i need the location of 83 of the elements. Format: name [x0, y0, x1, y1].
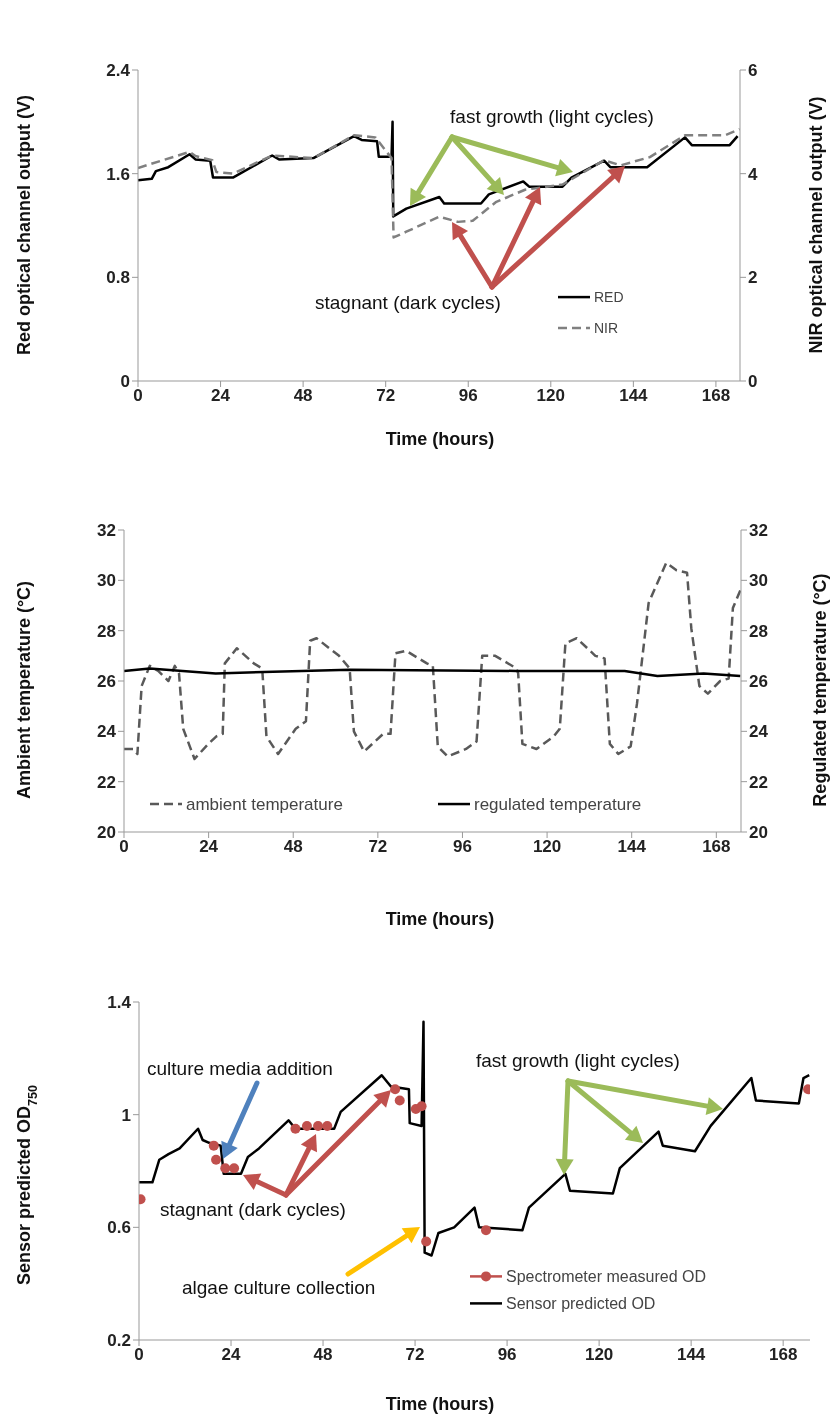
x-tick-label: 72 — [405, 1345, 425, 1365]
legend-label: ambient temperature — [186, 795, 343, 814]
y2-tick-label: 6 — [748, 61, 758, 81]
x-axis-title: Time (hours) — [385, 429, 495, 449]
y-tick-label: 32 — [97, 521, 116, 541]
y2-axis-title: Regulated temperature (°C) — [810, 573, 830, 807]
legend-label: regulated temperature — [474, 795, 642, 814]
y-tick-label: 30 — [97, 571, 116, 591]
y2-tick-label: 32 — [749, 521, 768, 541]
x-tick-label: 120 — [584, 1345, 614, 1365]
y-tick-label: 0.2 — [107, 1331, 131, 1351]
y2-tick-label: 30 — [749, 571, 768, 591]
x-tick-label: 48 — [293, 386, 313, 406]
x-tick-label: 24 — [211, 386, 231, 406]
x-tick-label: 48 — [313, 1345, 333, 1365]
annotation: culture media addition — [147, 1058, 333, 1079]
x-tick-label: 72 — [376, 386, 396, 406]
legend-label: NIR — [594, 320, 619, 336]
point — [421, 1236, 432, 1247]
line-series — [124, 561, 741, 761]
point — [390, 1084, 401, 1095]
y-tick-label: 28 — [97, 621, 116, 641]
line-series — [139, 1020, 810, 1257]
x-tick-label: 144 — [617, 837, 647, 857]
y2-tick-label: 26 — [749, 672, 768, 692]
y2-tick-label: 20 — [749, 823, 768, 843]
x-tick-label: 120 — [536, 386, 565, 406]
y2-axis-title: NIR optical channel output (V) — [806, 96, 826, 354]
y-tick-label: 2.4 — [106, 61, 131, 81]
y2-tick-label: 22 — [749, 772, 768, 792]
point — [220, 1163, 231, 1174]
y-tick-label: 0.6 — [107, 1218, 131, 1238]
annotation: algae culture collection — [182, 1277, 376, 1298]
point — [416, 1101, 427, 1112]
legend-label: RED — [594, 289, 624, 305]
x-tick-label: 168 — [701, 386, 731, 406]
y-tick-label: 1.6 — [106, 164, 130, 184]
x-tick-label: 168 — [702, 837, 731, 857]
x-tick-label: 120 — [532, 837, 562, 857]
point — [301, 1120, 312, 1131]
y-tick-label: 0 — [120, 372, 130, 392]
x-tick-label: 96 — [458, 386, 478, 406]
y-tick-label: 24 — [97, 722, 117, 742]
point — [322, 1120, 333, 1131]
point — [481, 1225, 491, 1236]
annotation: fast growth (light cycles) — [476, 1050, 680, 1071]
x-tick-label: 72 — [368, 837, 388, 857]
y2-tick-label: 0 — [748, 372, 758, 392]
annotation: fast growth (light cycles) — [450, 106, 654, 127]
y2-tick-label: 28 — [749, 621, 768, 641]
legend-label: Spectrometer measured OD — [506, 1268, 707, 1285]
y-tick-label: 1 — [121, 1105, 131, 1125]
point — [290, 1123, 301, 1134]
point — [229, 1163, 240, 1174]
y-axis-title: Ambient temperature (°C) — [14, 580, 34, 800]
x-axis-title: Time (hours) — [385, 909, 495, 929]
x-tick-label: 144 — [676, 1345, 706, 1365]
x-tick-label: 24 — [199, 837, 219, 857]
x-tick-label: 144 — [619, 386, 649, 406]
line-series — [124, 667, 741, 678]
y-tick-label: 26 — [97, 672, 116, 692]
y-tick-label: 1.4 — [107, 993, 132, 1013]
x-tick-label: 96 — [497, 1345, 517, 1365]
y2-tick-label: 4 — [748, 164, 758, 184]
x-tick-label: 168 — [768, 1345, 798, 1365]
point — [394, 1095, 405, 1106]
y-tick-label: 20 — [97, 823, 116, 843]
y-tick-label: 22 — [97, 772, 116, 792]
y2-tick-label: 2 — [748, 268, 758, 288]
x-axis-title: Time (hours) — [385, 1394, 495, 1414]
x-tick-label: 96 — [453, 837, 472, 857]
x-tick-label: 24 — [221, 1345, 242, 1365]
annotation: stagnant (dark cycles) — [160, 1199, 346, 1220]
x-tick-label: 0 — [134, 1345, 144, 1365]
y-tick-label: 0.8 — [106, 268, 130, 288]
annotation: stagnant (dark cycles) — [315, 292, 501, 313]
x-tick-label: 48 — [283, 837, 303, 857]
point — [211, 1154, 222, 1165]
y-axis-title: Red optical channel output (V) — [14, 95, 34, 355]
point — [313, 1120, 324, 1131]
point — [208, 1140, 219, 1151]
legend-label: Sensor predicted OD — [506, 1295, 656, 1312]
y2-tick-label: 24 — [749, 722, 769, 742]
